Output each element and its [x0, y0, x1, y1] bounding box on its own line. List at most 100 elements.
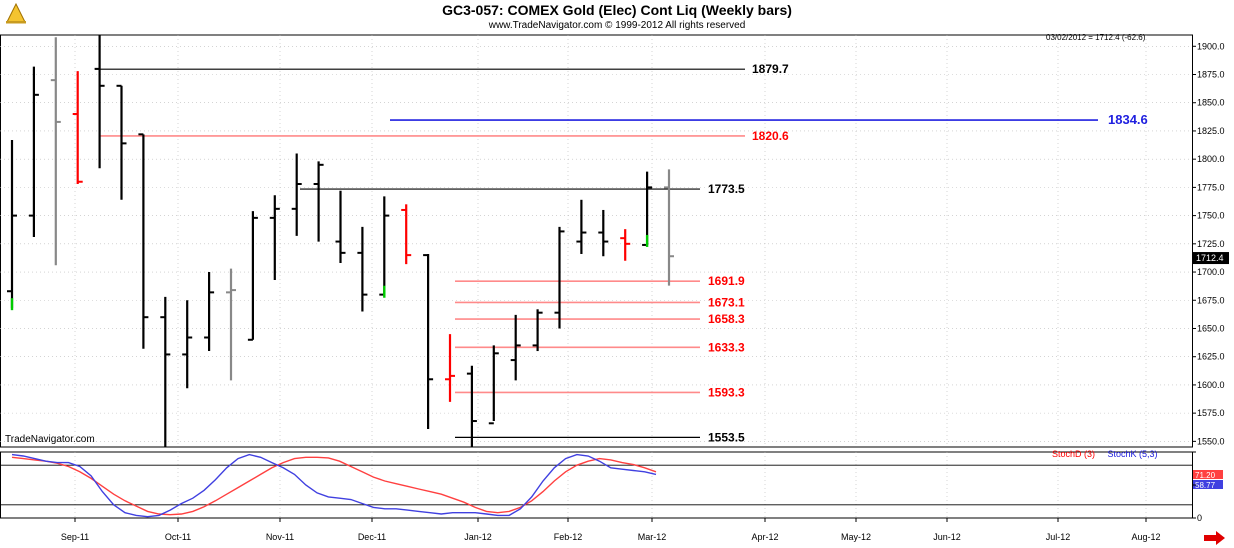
ohlc-bar: [182, 300, 193, 389]
level-line: 1593.3: [455, 385, 745, 399]
chart-title: GC3-057: COMEX Gold (Elec) Cont Liq (Wee…: [442, 2, 792, 18]
level-line: 1820.6: [100, 129, 789, 143]
last-price-marker: 1712.4: [1193, 252, 1229, 265]
level-line: 1691.9: [455, 274, 745, 288]
y-tick-label: 1725.0: [1197, 239, 1225, 249]
level-line: 1633.3: [455, 340, 745, 354]
level-label: 1658.3: [708, 312, 745, 326]
ohlc-bar: [642, 171, 653, 247]
ohlc-bar: [204, 272, 215, 352]
y-tick-label: 1675.0: [1197, 295, 1225, 305]
stoch-d-value: 71.20: [1195, 471, 1216, 480]
ohlc-bar: [72, 71, 83, 184]
y-tick-label: 1825.0: [1197, 126, 1225, 136]
level-line: 1834.6: [390, 112, 1148, 127]
ohlc-bar: [554, 226, 565, 329]
level-lines: 1879.7 1834.6 1820.6 1773.5 1691.9 1673.1 1658…: [95, 62, 1148, 444]
date-info: 03/02/2012 = 1712.4 (-62.6): [1046, 33, 1146, 42]
stoch-d-value-box: [1193, 470, 1223, 479]
stoch-k-value-box: [1193, 480, 1223, 489]
stoch-k-value: 58.77: [1195, 481, 1216, 490]
ohlc-bar: [291, 153, 302, 236]
price-panel-border: [0, 34, 1193, 448]
ohlc-bar: [313, 161, 324, 242]
ohlc-bar: [28, 66, 39, 238]
ohlc-bar: [664, 169, 674, 286]
level-line: 1879.7: [95, 62, 789, 76]
level-label: 1633.3: [708, 340, 745, 354]
level-line: 1658.3: [455, 312, 745, 326]
x-axis: Sep-11 Oct-11 Nov-11 Dec-11 Jan-12 Feb-12 Mar-…: [61, 518, 1161, 542]
ohlc-bar: [335, 190, 346, 264]
level-line: 1773.5: [300, 182, 745, 196]
watermark: TradeNavigator.com: [5, 434, 95, 445]
ohlc-bar: [160, 296, 171, 447]
x-tick-label: Feb-12: [554, 532, 583, 542]
level-label: 1553.5: [708, 430, 745, 444]
ohlc-bar: [50, 37, 61, 266]
x-tick-label: Oct-11: [165, 532, 191, 542]
ohlc-bar: [138, 133, 149, 349]
x-tick-label: Dec-11: [358, 532, 386, 542]
last-price-box: [1193, 252, 1229, 265]
stoch-tick-label: 0: [1197, 513, 1202, 523]
x-tick-label: Nov-11: [266, 532, 294, 542]
last-price-label: 1712.4: [1196, 253, 1224, 263]
scroll-right-arrow-icon[interactable]: [1202, 530, 1226, 546]
y-tick-label: 1850.0: [1197, 98, 1225, 108]
tradenavigator-logo-icon: [6, 2, 26, 24]
chart-frame: [0, 34, 1193, 519]
stochastic-panel-border: [0, 451, 1193, 519]
level-label: 1773.5: [708, 182, 745, 196]
y-tick-label: 1800.0: [1197, 154, 1225, 164]
y-tick-label: 1900.0: [1197, 41, 1225, 51]
y-axis: 1550.0 1575.0 1600.0 1625.0 1650.0 1675.0 1700…: [1192, 41, 1225, 446]
ohlc-bar: [466, 365, 477, 447]
y-tick-label: 1625.0: [1197, 352, 1225, 362]
ohlc-bar: [269, 195, 280, 280]
ohlc-bar: [532, 309, 543, 352]
ohlc-bar: [576, 199, 587, 254]
ohlc-bar: [247, 211, 258, 341]
y-tick-label: 1650.0: [1197, 323, 1225, 333]
ohlc-bar: [423, 253, 434, 429]
ohlc-bar: [488, 345, 499, 425]
level-line: 1673.1: [455, 295, 745, 309]
level-label: 1593.3: [708, 385, 745, 399]
level-line: 1553.5: [455, 430, 745, 444]
level-label: 1879.7: [752, 62, 789, 76]
ohlc-bar: [116, 84, 127, 200]
x-tick-label: Jul-12: [1046, 532, 1071, 542]
ohlc-bar: [94, 35, 105, 169]
level-label: 1673.1: [708, 295, 745, 309]
y-tick-label: 1750.0: [1197, 211, 1225, 221]
y-tick-label: 1550.0: [1197, 436, 1225, 446]
grid-lines: [0, 35, 1192, 518]
x-tick-label: May-12: [841, 532, 871, 542]
chart-subtitle: www.TradeNavigator.com © 1999-2012 All r…: [488, 20, 746, 31]
x-tick-label: Sep-11: [61, 532, 89, 542]
stochastic-legend: StochD (3) StochK (5,3): [1052, 449, 1158, 459]
level-label: 1820.6: [752, 129, 789, 143]
stoch-k-line: [11, 453, 657, 518]
x-tick-label: Apr-12: [751, 532, 778, 542]
ohlc-bar: [357, 226, 368, 312]
stoch-d-line: [11, 456, 657, 516]
y-tick-label: 1775.0: [1197, 182, 1225, 192]
level-label: 1834.6: [1108, 112, 1148, 127]
x-tick-label: Jan-12: [464, 532, 492, 542]
ohlc-bar: [7, 139, 17, 311]
level-label: 1691.9: [708, 274, 745, 288]
price-bars: [7, 35, 674, 447]
stoch-k-legend: StochK (5,3): [1107, 449, 1158, 459]
ohlc-bar: [445, 334, 455, 402]
ohlc-bar: [401, 204, 412, 265]
y-tick-label: 1575.0: [1197, 408, 1225, 418]
y-tick-label: 1600.0: [1197, 380, 1225, 390]
ohlc-bar: [379, 196, 390, 298]
x-tick-label: Jun-12: [933, 532, 961, 542]
ohlc-bar: [226, 268, 236, 381]
